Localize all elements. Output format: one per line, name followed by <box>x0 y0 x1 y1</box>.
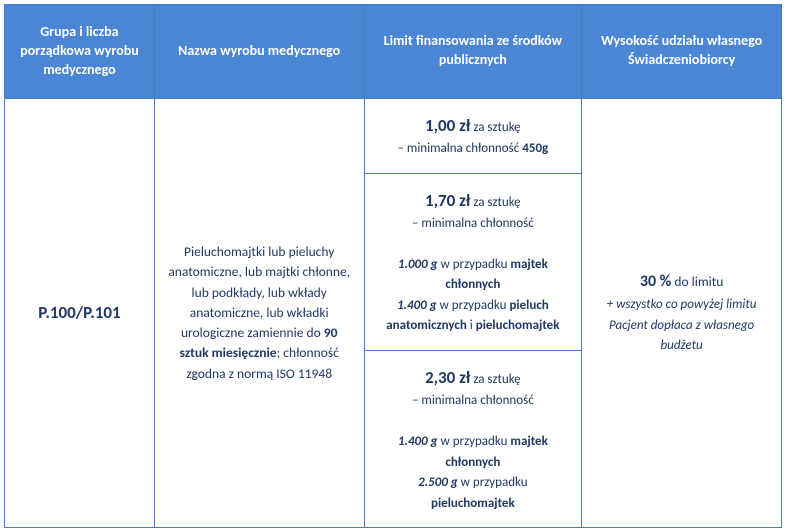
limit-detail-mid: w przypadku <box>438 434 511 449</box>
cell-share: 30 % do limitu + wszystko co powyżej lim… <box>582 98 782 528</box>
header-share: Wysokość udziału własnego Świadczeniobio… <box>582 5 782 99</box>
limit-item-3: 2,30 zł za sztukę – minimalna chłonność … <box>365 351 582 527</box>
limit-detail-mid: w przypadku <box>458 475 528 490</box>
table-row: P.100/P.101 Pieluchomajtki lub pieluchy … <box>5 98 782 528</box>
cell-code: P.100/P.101 <box>5 98 155 528</box>
limit-detail-mid: w przypadku <box>438 257 511 272</box>
share-suffix: do limitu <box>671 273 723 290</box>
product-code: P.100/P.101 <box>38 302 120 323</box>
limit-per: za sztukę <box>470 195 520 210</box>
header-group: Grupa i liczba porządkowa wyrobu medyczn… <box>5 5 155 99</box>
limit-per: za sztukę <box>470 372 520 387</box>
pricing-table: Grupa i liczba porządkowa wyrobu medyczn… <box>4 4 782 528</box>
limit-detail-suf: i <box>467 318 476 333</box>
limit-price: 1,70 zł <box>425 190 470 211</box>
table-header-row: Grupa i liczba porządkowa wyrobu medyczn… <box>5 5 782 99</box>
limit-detail-val: 1.400 g <box>397 298 437 313</box>
limit-per: za sztukę <box>470 120 520 135</box>
share-note: + wszystko co powyżej limitu Pacjent dop… <box>607 297 757 353</box>
header-limit: Limit finansowania ze środków publicznyc… <box>364 5 582 99</box>
limit-min-label: – minimalna chłonność <box>412 216 534 231</box>
cell-product: Pieluchomajtki lub pieluchy anatomiczne,… <box>154 98 364 528</box>
limit-min-label: – minimalna chłonność <box>412 393 534 408</box>
limit-item-2: 1,70 zł za sztukę – minimalna chłonność … <box>365 174 582 351</box>
limit-min-value: 450g <box>522 141 548 156</box>
limit-stack: 1,00 zł za sztukę – minimalna chłonność … <box>365 99 582 528</box>
limit-price: 1,00 zł <box>425 115 470 136</box>
share-pct: 30 % <box>640 272 672 291</box>
limit-min-label: – minimalna chłonność <box>398 141 520 156</box>
limit-detail-prod2: pieluchomajtek <box>476 318 560 333</box>
limit-detail-prod: pieluchomajtek <box>431 496 515 511</box>
cell-limits: 1,00 zł za sztukę – minimalna chłonność … <box>364 98 582 528</box>
limit-detail-val: 1.400 g <box>398 434 438 449</box>
limit-price: 2,30 zł <box>425 367 470 388</box>
header-product: Nazwa wyrobu medycznego <box>154 5 364 99</box>
limit-detail-val: 1.000 g <box>398 257 438 272</box>
limit-detail-val: 2.500 g <box>418 475 458 490</box>
limit-item-1: 1,00 zł za sztukę – minimalna chłonność … <box>365 99 582 174</box>
limit-detail-mid: w przypadku <box>437 298 510 313</box>
